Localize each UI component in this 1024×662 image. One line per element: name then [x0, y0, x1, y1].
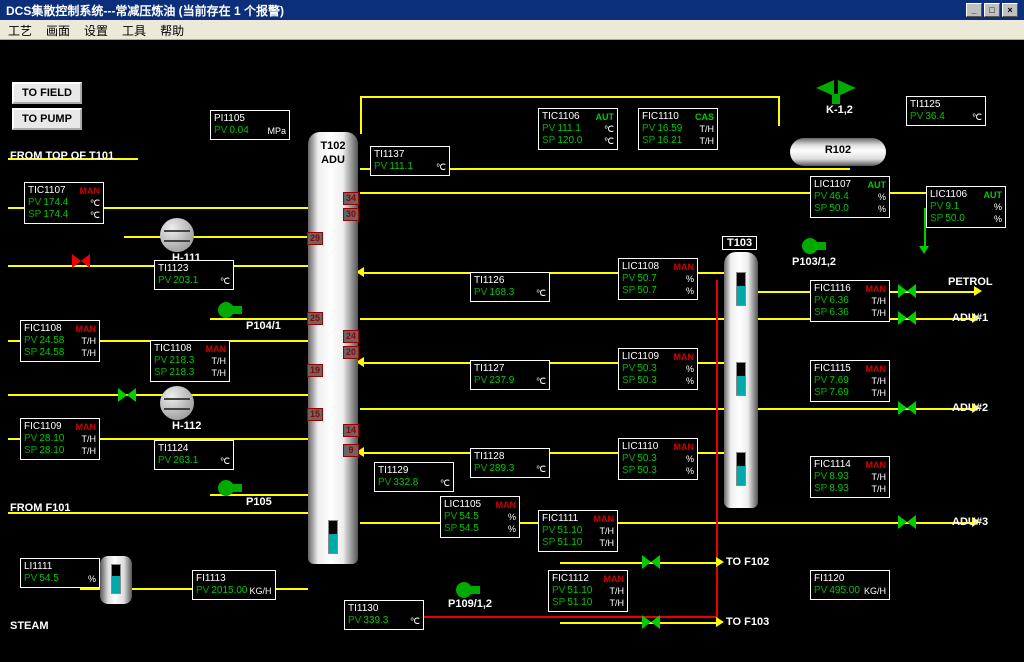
tag-FI1113[interactable]: FI1113PV2015.00KG/H	[192, 570, 276, 600]
valve-10[interactable]	[642, 555, 660, 569]
drum-steam[interactable]	[100, 556, 132, 604]
tag-LI1111[interactable]: LI1111PV54.5%	[20, 558, 100, 588]
tray-25: 25	[307, 312, 323, 325]
tag-FIC1112[interactable]: FIC1112MANPV51.10T/HSP51.10T/H	[548, 570, 628, 612]
valve-9[interactable]	[898, 515, 916, 529]
label-petrol: PETROL	[948, 276, 993, 288]
tag-TI1129[interactable]: TI1129PV332.8℃	[374, 462, 454, 492]
tag-FI1120[interactable]: FI1120PV495.00KG/H	[810, 570, 890, 600]
tower-adu-label: ADU	[308, 154, 358, 166]
heat-exchanger-h111[interactable]	[160, 218, 194, 252]
tray-14: 14	[343, 424, 359, 437]
label-to-f102: TO F102	[726, 556, 769, 568]
tray-24: 24	[343, 330, 359, 343]
tag-PI1105[interactable]: PI1105PV0.04MPa	[210, 110, 290, 140]
tag-TIC1107[interactable]: TIC1107MANPV174.4℃SP174.4℃	[24, 182, 104, 224]
maximize-button[interactable]: □	[984, 3, 1000, 17]
tag-TI1137[interactable]: TI1137PV111.1℃	[370, 146, 450, 176]
tag-TI1123[interactable]: TI1123PV203.1℃	[154, 260, 234, 290]
tag-FIC1109[interactable]: FIC1109MANPV28.10T/HSP28.10T/H	[20, 418, 100, 460]
menu-tools[interactable]: 工具	[122, 22, 146, 37]
tag-TI1126[interactable]: TI1126PV168.3℃	[470, 272, 550, 302]
tag-TI1124[interactable]: TI1124PV263.1℃	[154, 440, 234, 470]
label-to-f103: TO F103	[726, 616, 769, 628]
tray-20: 20	[343, 346, 359, 359]
tower-t103-label: T103	[722, 236, 757, 250]
tag-TI1127[interactable]: TI1127PV237.9℃	[470, 360, 550, 390]
label-from-f101: FROM F101	[10, 502, 71, 514]
titlebar: DCS集散控制系统---常减压炼油 (当前存在 1 个报警) _ □ ×	[0, 0, 1024, 20]
tag-TIC1108[interactable]: TIC1108MANPV218.3T/HSP218.3T/H	[150, 340, 230, 382]
tag-LIC1108[interactable]: LIC1108MANPV50.7%SP50.7%	[618, 258, 698, 300]
label-adu1: ADU#1	[952, 312, 988, 324]
label-adu2: ADU#2	[952, 402, 988, 414]
menu-settings[interactable]: 设置	[84, 22, 108, 37]
valve-7[interactable]	[898, 311, 916, 325]
valve-8[interactable]	[898, 401, 916, 415]
pump-p104[interactable]	[216, 300, 242, 320]
tray-30: 30	[343, 208, 359, 221]
tray-34: 34	[343, 192, 359, 205]
menu-help[interactable]: 帮助	[160, 22, 184, 37]
tag-TI1128[interactable]: TI1128PV289.3℃	[470, 448, 550, 478]
process-canvas: TO FIELD TO PUMP FROM TOP OF T101 FROM F…	[0, 40, 1024, 662]
tag-LIC1106[interactable]: LIC1106AUTPV9.1%SP50.0%	[926, 186, 1006, 228]
minimize-button[interactable]: _	[966, 3, 982, 17]
tag-LIC1105[interactable]: LIC1105MANPV54.5%SP54.5%	[440, 496, 520, 538]
tower-t103[interactable]: T103	[724, 252, 758, 508]
label-from-top: FROM TOP OF T101	[10, 150, 114, 162]
tray-15: 15	[307, 408, 323, 421]
tag-FIC1114[interactable]: FIC1114MANPV8.93T/HSP8.93T/H	[810, 456, 890, 498]
tag-TI1125[interactable]: TI1125PV36.4℃	[906, 96, 986, 126]
tag-TI1130[interactable]: TI1130PV339.3℃	[344, 600, 424, 630]
tag-FIC1108[interactable]: FIC1108MANPV24.58T/HSP24.58T/H	[20, 320, 100, 362]
tag-FIC1115[interactable]: FIC1115MANPV7.69T/HSP7.69T/H	[810, 360, 890, 402]
tray-29: 29	[307, 232, 323, 245]
label-k12: K-1,2	[826, 104, 853, 116]
tag-LIC1109[interactable]: LIC1109MANPV50.3%SP50.3%	[618, 348, 698, 390]
tower-t102-label: T102	[308, 140, 358, 152]
vessel-r102[interactable]: R102	[790, 138, 886, 166]
label-steam: STEAM	[10, 620, 49, 632]
heat-exchanger-h112[interactable]	[160, 386, 194, 420]
pump-p105[interactable]	[216, 478, 242, 498]
window-title: DCS集散控制系统---常减压炼油 (当前存在 1 个报警)	[6, 2, 284, 19]
tray-9: 9	[343, 444, 359, 457]
valve-2[interactable]	[72, 254, 90, 268]
tag-TIC1106[interactable]: TIC1106AUTPV111.1℃SP120.0℃	[538, 108, 618, 150]
valve-6[interactable]	[898, 284, 916, 298]
label-p104: P104/1	[246, 320, 281, 332]
label-adu3: ADU#3	[952, 516, 988, 528]
to-pump-button[interactable]: TO PUMP	[12, 108, 82, 130]
pump-p103[interactable]	[800, 236, 826, 256]
menu-process[interactable]: 工艺	[8, 22, 32, 37]
tag-LIC1110[interactable]: LIC1110MANPV50.3%SP50.3%	[618, 438, 698, 480]
to-field-button[interactable]: TO FIELD	[12, 82, 82, 104]
fan-k12[interactable]	[816, 80, 856, 104]
valve-4[interactable]	[118, 388, 136, 402]
tag-FIC1111[interactable]: FIC1111MANPV51.10T/HSP51.10T/H	[538, 510, 618, 552]
close-button[interactable]: ×	[1002, 3, 1018, 17]
label-h112: H-112	[172, 420, 201, 432]
tag-FIC1116[interactable]: FIC1116MANPV6.36T/HSP6.36T/H	[810, 280, 890, 322]
window-controls: _ □ ×	[966, 3, 1018, 17]
label-p103: P103/1,2	[792, 256, 836, 268]
label-p105: P105	[246, 496, 272, 508]
tag-FIC1110[interactable]: FIC1110CASPV16.59T/HSP16.21T/H	[638, 108, 718, 150]
pump-p109[interactable]	[454, 580, 480, 600]
tower-t102[interactable]: T102 ADU 34 30 29 25 24 20 19 15 14 9	[308, 132, 358, 564]
vessel-r102-label: R102	[790, 144, 886, 156]
menubar: 工艺 画面 设置 工具 帮助	[0, 20, 1024, 40]
menu-screen[interactable]: 画面	[46, 22, 70, 37]
valve-11[interactable]	[642, 615, 660, 629]
tray-19: 19	[307, 364, 323, 377]
tag-LIC1107[interactable]: LIC1107AUTPV46.4%SP50.0%	[810, 176, 890, 218]
